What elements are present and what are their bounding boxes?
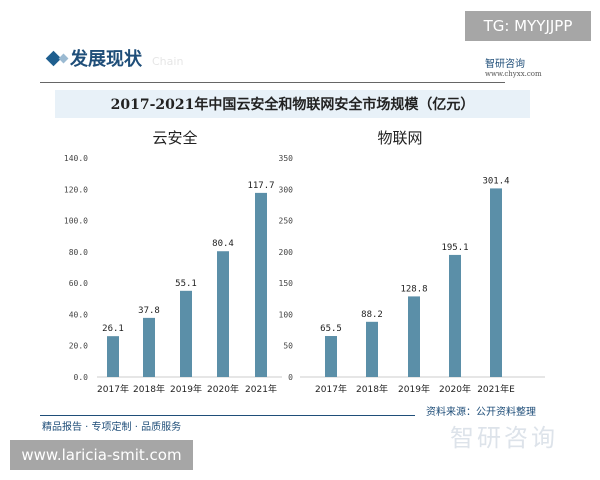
data-label: 301.4 (482, 176, 509, 186)
y-tick-label: 300 (279, 185, 294, 194)
data-label: 128.8 (400, 284, 427, 294)
x-tick-label: 2020年 (439, 383, 471, 395)
x-tick-label: 2018年 (356, 383, 388, 395)
data-label: 37.8 (138, 306, 160, 316)
footer-divider (40, 415, 415, 416)
footer-slogan: 精品报告 · 专项定制 · 品质服务 (42, 422, 182, 433)
chart-title: 2017-2021年中国云安全和物联网安全市场规模（亿元） (110, 97, 475, 113)
data-label: 26.1 (102, 324, 124, 334)
bar (180, 290, 192, 377)
bar (143, 317, 155, 377)
y-tick-label: 50 (283, 342, 293, 351)
x-tick-label: 2017年 (97, 383, 129, 395)
y-tick-label: 120.0 (64, 185, 88, 194)
section-subtitle: Chain (152, 55, 184, 68)
y-tick-label: 350 (279, 154, 294, 163)
data-label: 88.2 (361, 310, 383, 320)
y-tick-label: 0.0 (74, 373, 89, 382)
data-label: 65.5 (320, 324, 342, 334)
chart-subtitle: 云安全 (152, 129, 197, 147)
y-tick-label: 40.0 (69, 310, 88, 319)
y-tick-label: 80.0 (69, 248, 88, 257)
x-tick-label: 2020年 (207, 383, 239, 395)
bar (107, 336, 119, 377)
data-label: 195.1 (441, 243, 468, 253)
title-bar (55, 90, 530, 118)
bar (217, 251, 229, 377)
watermark: 智研咨询 (450, 424, 558, 452)
bar (366, 321, 378, 377)
y-tick-label: 20.0 (69, 342, 88, 351)
bar (490, 188, 502, 377)
brand-url: www.chyxx.com (485, 70, 542, 78)
bar (255, 192, 267, 377)
x-tick-label: 2017年 (315, 383, 347, 395)
data-label: 55.1 (175, 279, 197, 289)
header-divider (40, 82, 505, 83)
section-title: 发展现状 (70, 49, 142, 70)
site-overlay: www.laricia-smit.com (10, 440, 193, 470)
bar (408, 296, 420, 377)
chart-subtitle: 物联网 (377, 129, 422, 147)
y-tick-label: 150 (279, 279, 294, 288)
tg-overlay: TG: MYYJJPP (465, 11, 591, 41)
y-tick-label: 200 (279, 248, 294, 257)
x-tick-label: 2021年 (245, 383, 277, 395)
brand-logo: 智研咨询 (485, 59, 525, 70)
y-tick-label: 100 (279, 310, 294, 319)
data-label: 80.4 (212, 239, 234, 249)
x-tick-label: 2019年 (398, 383, 430, 395)
y-tick-label: 100.0 (64, 217, 88, 226)
x-tick-label: 2019年 (170, 383, 202, 395)
data-source: 资料来源：公开资料整理 (426, 407, 536, 418)
x-tick-label: 2021年E (477, 383, 515, 395)
bar (325, 336, 337, 377)
x-tick-label: 2018年 (133, 383, 165, 395)
y-tick-label: 250 (279, 217, 294, 226)
y-tick-label: 0 (288, 373, 293, 382)
y-tick-label: 60.0 (69, 279, 88, 288)
y-tick-label: 140.0 (64, 154, 88, 163)
bar (449, 254, 461, 377)
data-label: 117.7 (247, 181, 274, 191)
